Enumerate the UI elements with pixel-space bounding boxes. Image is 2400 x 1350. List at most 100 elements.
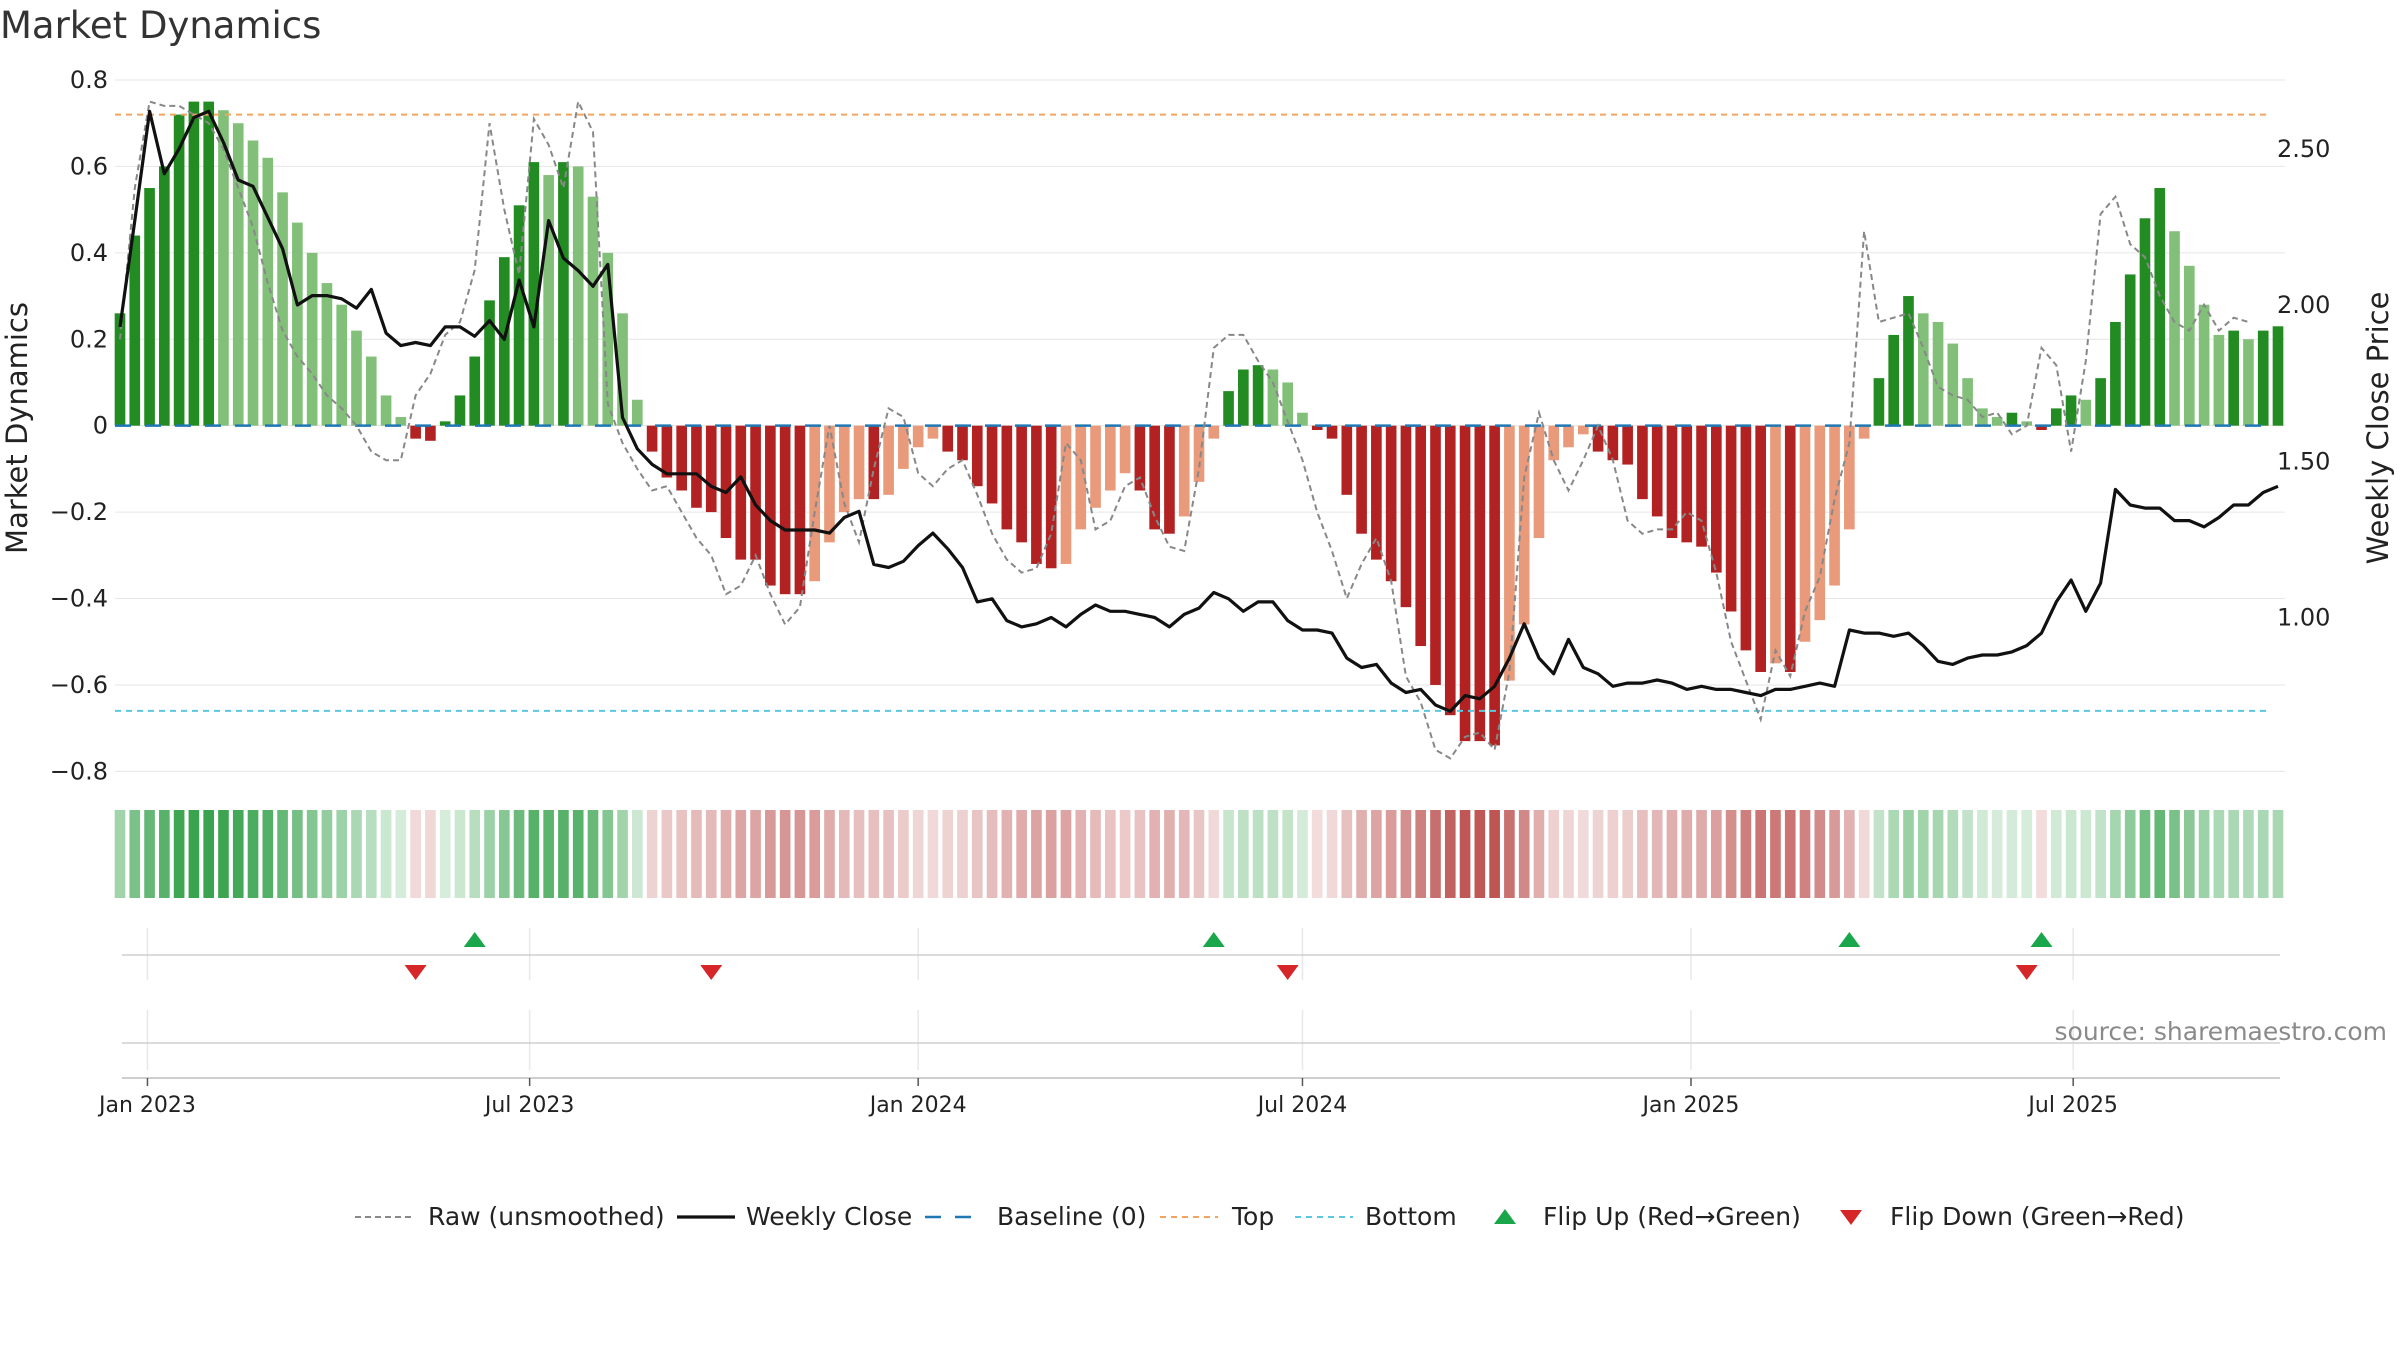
bar bbox=[1252, 365, 1264, 426]
strip-cell bbox=[1045, 810, 1057, 898]
bar bbox=[306, 252, 318, 426]
strip-cell bbox=[927, 810, 939, 898]
strip-cell bbox=[705, 810, 717, 898]
bar bbox=[2006, 412, 2018, 426]
bar bbox=[380, 395, 392, 426]
bar bbox=[1917, 313, 1929, 426]
strip-cell bbox=[1577, 810, 1589, 898]
strip-cell bbox=[1134, 810, 1146, 898]
bar bbox=[1725, 425, 1737, 612]
strip-cell bbox=[1651, 810, 1663, 898]
strip-cell bbox=[1844, 810, 1855, 898]
bar bbox=[1119, 425, 1131, 474]
strip-cell bbox=[1829, 810, 1840, 898]
strip-cell bbox=[720, 810, 732, 898]
bar bbox=[1518, 425, 1530, 625]
lines-layer bbox=[115, 98, 2279, 760]
bar bbox=[1947, 343, 1959, 426]
bar bbox=[232, 123, 244, 426]
bar bbox=[809, 425, 821, 582]
legend-label: Flip Up (Red→Green) bbox=[1543, 1202, 1801, 1231]
bar bbox=[1016, 425, 1027, 543]
bar bbox=[1548, 425, 1560, 461]
strip-cell bbox=[1725, 810, 1737, 898]
flip-down-marker bbox=[2015, 965, 2038, 980]
bar bbox=[2080, 399, 2092, 426]
y-tick-label: −0.4 bbox=[50, 585, 108, 613]
strip-cell bbox=[1149, 810, 1160, 898]
legend-label: Weekly Close bbox=[746, 1202, 912, 1231]
bar bbox=[262, 157, 274, 426]
bar bbox=[1533, 425, 1545, 539]
bar bbox=[2257, 330, 2269, 426]
bar bbox=[646, 425, 658, 452]
bar bbox=[2198, 304, 2210, 426]
y2-tick-label: 1.50 bbox=[2277, 447, 2330, 475]
bar bbox=[1489, 425, 1500, 746]
x-tick-label: Jul 2023 bbox=[483, 1093, 575, 1118]
bar bbox=[1001, 425, 1013, 530]
bar bbox=[365, 356, 377, 426]
bar bbox=[2213, 334, 2225, 426]
bar bbox=[1474, 425, 1486, 742]
bar bbox=[1504, 425, 1515, 681]
bar bbox=[691, 425, 702, 508]
y-tick-label: 0.8 bbox=[70, 66, 108, 94]
strip-cell bbox=[1341, 810, 1353, 898]
bar bbox=[395, 417, 407, 426]
strip-cell bbox=[957, 810, 968, 898]
y-axis-label: Market Dynamics bbox=[0, 302, 34, 554]
bar bbox=[1666, 425, 1678, 539]
bar bbox=[572, 166, 584, 426]
strip-cell bbox=[365, 810, 377, 898]
strip-cell bbox=[1740, 810, 1752, 898]
strip-cell bbox=[1090, 810, 1101, 898]
bar bbox=[129, 235, 141, 426]
strip-cell bbox=[410, 810, 421, 898]
legend-label: Flip Down (Green→Red) bbox=[1890, 1202, 2185, 1231]
bar bbox=[498, 257, 510, 426]
strip-cell bbox=[2243, 810, 2254, 898]
strip-cell bbox=[1326, 810, 1338, 898]
bar bbox=[735, 425, 747, 560]
bar bbox=[188, 101, 200, 426]
bar bbox=[1784, 425, 1796, 672]
bar bbox=[247, 140, 259, 426]
bar bbox=[1415, 425, 1427, 647]
bar bbox=[425, 425, 436, 441]
strip-cell bbox=[528, 810, 540, 898]
strip-cell bbox=[484, 810, 495, 898]
strip-cell bbox=[1681, 810, 1693, 898]
raw-series-line bbox=[119, 98, 2249, 760]
strip-cell bbox=[1814, 810, 1826, 898]
strip-cell bbox=[1622, 810, 1633, 898]
strip-cell bbox=[173, 810, 185, 898]
bar bbox=[1592, 425, 1604, 452]
strip-cell bbox=[292, 810, 303, 898]
strip-cell bbox=[2036, 810, 2047, 898]
strip-cell bbox=[439, 810, 451, 898]
strip-cell bbox=[1193, 810, 1205, 898]
bar bbox=[1873, 378, 1885, 426]
strip-cell bbox=[1282, 810, 1294, 898]
bar bbox=[1341, 425, 1353, 495]
bar bbox=[1223, 391, 1234, 426]
bar bbox=[1104, 425, 1116, 491]
legend: Raw (unsmoothed) Weekly Close Baseline (0)… bbox=[355, 1202, 2185, 1231]
legend-label: Top bbox=[1231, 1202, 1274, 1231]
bar bbox=[336, 304, 348, 426]
strip-cell bbox=[1371, 810, 1382, 898]
bar bbox=[1385, 425, 1397, 582]
bar bbox=[1651, 425, 1663, 517]
strip-cell bbox=[425, 810, 436, 898]
flip-markers-panel bbox=[122, 928, 2280, 980]
bar bbox=[971, 425, 983, 487]
strip-cell bbox=[1504, 810, 1515, 898]
strip-cell bbox=[2080, 810, 2092, 898]
strip-cell bbox=[1666, 810, 1678, 898]
strip-cell bbox=[1903, 810, 1914, 898]
bar bbox=[779, 425, 791, 595]
flip-down-marker bbox=[1276, 965, 1299, 980]
y-tick-label: 0.6 bbox=[70, 152, 108, 180]
bar bbox=[632, 399, 643, 426]
